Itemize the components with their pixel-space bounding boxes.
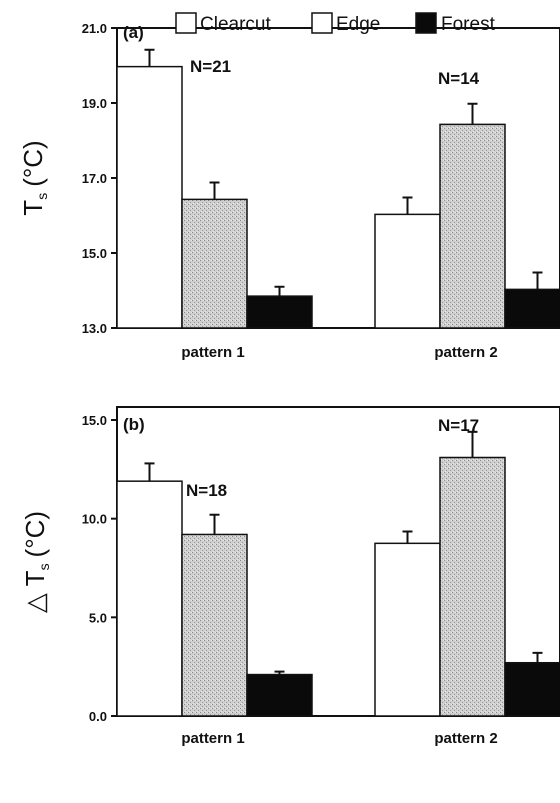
panel-b-category-1: pattern 1 bbox=[181, 730, 244, 747]
y-tick-label: 15.0 bbox=[82, 246, 107, 261]
bar-edge-pattern-2 bbox=[439, 123, 506, 329]
y-tick-label: 15.0 bbox=[82, 413, 107, 428]
bar-forest-pattern-2 bbox=[504, 661, 560, 717]
legend-swatch-forest bbox=[415, 12, 437, 34]
panel-a-bars bbox=[116, 48, 560, 329]
legend-label-edge: Edge bbox=[336, 14, 380, 35]
bar-edge-pattern-1 bbox=[181, 533, 248, 717]
panel-a-n-label-2: N=14 bbox=[438, 69, 480, 88]
bar-forest-pattern-1 bbox=[246, 295, 313, 329]
panel-b-y-axis-title: △ Ts (°C) bbox=[20, 511, 52, 613]
y-tick-label: 0.0 bbox=[89, 709, 107, 724]
panel-a-label: (a) bbox=[123, 23, 144, 42]
panel-a-category-2: pattern 2 bbox=[434, 344, 497, 361]
panel-a-legend: Clearcut Edge Forest bbox=[175, 12, 496, 35]
bar-forest-pattern-1 bbox=[246, 673, 313, 717]
panel-a-y-axis-title: Ts (°C) bbox=[18, 140, 50, 215]
panel-b-y-ticks: 0.0 5.0 10.0 15.0 bbox=[82, 413, 117, 724]
panel-a-y-axis-unit: (°C) bbox=[18, 140, 48, 187]
panel-b-y-axis-unit: (°C) bbox=[20, 511, 50, 558]
panel-a-y-axis-subscript: s bbox=[34, 193, 50, 200]
y-tick-label: 5.0 bbox=[89, 610, 107, 625]
panel-b: (b) △ Ts (°C) 0.0 5.0 10.0 15.0 N=18 N=17 pa… bbox=[20, 406, 560, 747]
bar-clearcut-pattern-2 bbox=[374, 213, 441, 329]
bar-clearcut-pattern-2 bbox=[374, 542, 441, 717]
panel-b-category-2: pattern 2 bbox=[434, 730, 497, 747]
panel-b-n-label-1: N=18 bbox=[186, 481, 227, 500]
y-tick-label: 10.0 bbox=[82, 512, 107, 527]
bar-edge-pattern-1 bbox=[181, 198, 248, 329]
y-tick-label: 19.0 bbox=[82, 96, 107, 111]
legend-swatch-clearcut bbox=[175, 12, 197, 34]
y-tick-label: 13.0 bbox=[82, 321, 107, 336]
panel-a-category-1: pattern 1 bbox=[181, 344, 244, 361]
panel-b-y-axis-subscript: s bbox=[36, 563, 52, 570]
panel-a-n-label-1: N=21 bbox=[190, 57, 231, 76]
bar-forest-pattern-2 bbox=[504, 288, 560, 329]
y-tick-label: 21.0 bbox=[82, 21, 107, 36]
legend-label-forest: Forest bbox=[441, 14, 496, 35]
legend-swatch-edge bbox=[311, 12, 333, 34]
y-tick-label: 17.0 bbox=[82, 171, 107, 186]
panel-a-y-axis-symbol: T bbox=[18, 200, 48, 216]
panel-b-label: (b) bbox=[123, 415, 145, 434]
panel-b-bars bbox=[116, 430, 560, 717]
bar-clearcut-pattern-1 bbox=[116, 480, 183, 717]
panel-a: (a) Clearcut Edge Forest Ts (°C) 13.0 15.0… bbox=[18, 12, 560, 361]
panel-b-n-label-2: N=17 bbox=[438, 416, 479, 435]
panel-a-y-ticks: 13.0 15.0 17.0 19.0 21.0 bbox=[82, 21, 117, 336]
bar-edge-pattern-2 bbox=[439, 456, 506, 717]
bar-clearcut-pattern-1 bbox=[116, 65, 183, 329]
panel-b-y-axis-symbol: △ T bbox=[20, 570, 50, 613]
legend-label-clearcut: Clearcut bbox=[200, 14, 271, 35]
